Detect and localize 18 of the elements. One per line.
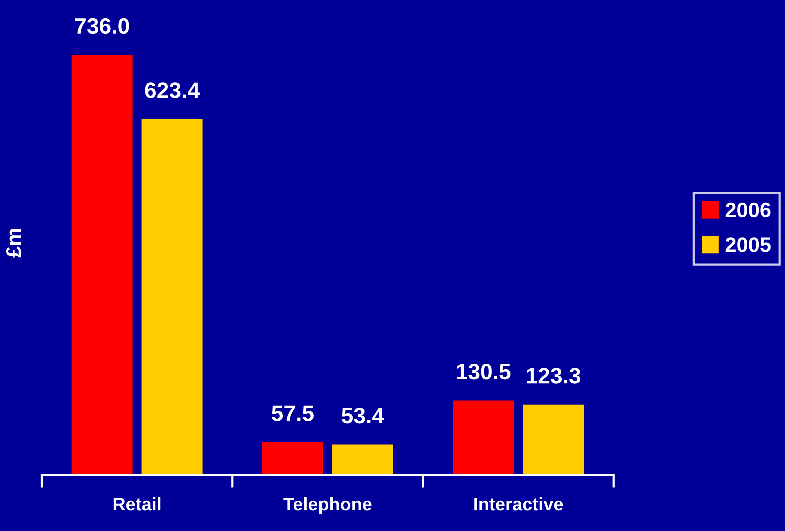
bar bbox=[262, 442, 324, 476]
data-label: 57.5 bbox=[272, 406, 314, 422]
data-label: 53.4 bbox=[342, 408, 384, 424]
bar bbox=[453, 400, 514, 476]
data-label: 130.5 bbox=[457, 364, 511, 380]
x-tick-label: Telephone bbox=[284, 497, 372, 514]
bar bbox=[72, 55, 133, 476]
legend-label: 2005 bbox=[726, 238, 771, 252]
x-tick-label: Retail bbox=[114, 497, 161, 511]
data-label: 736.0 bbox=[75, 18, 130, 34]
y-axis-title: £m bbox=[6, 229, 22, 258]
data-label: 123.3 bbox=[527, 368, 581, 384]
bar bbox=[142, 119, 203, 476]
data-label: 623.4 bbox=[145, 82, 200, 98]
bar bbox=[523, 404, 584, 476]
bar bbox=[332, 444, 394, 476]
legend-label: 2006 bbox=[726, 202, 771, 218]
x-tick-label: Interactive bbox=[474, 497, 564, 511]
